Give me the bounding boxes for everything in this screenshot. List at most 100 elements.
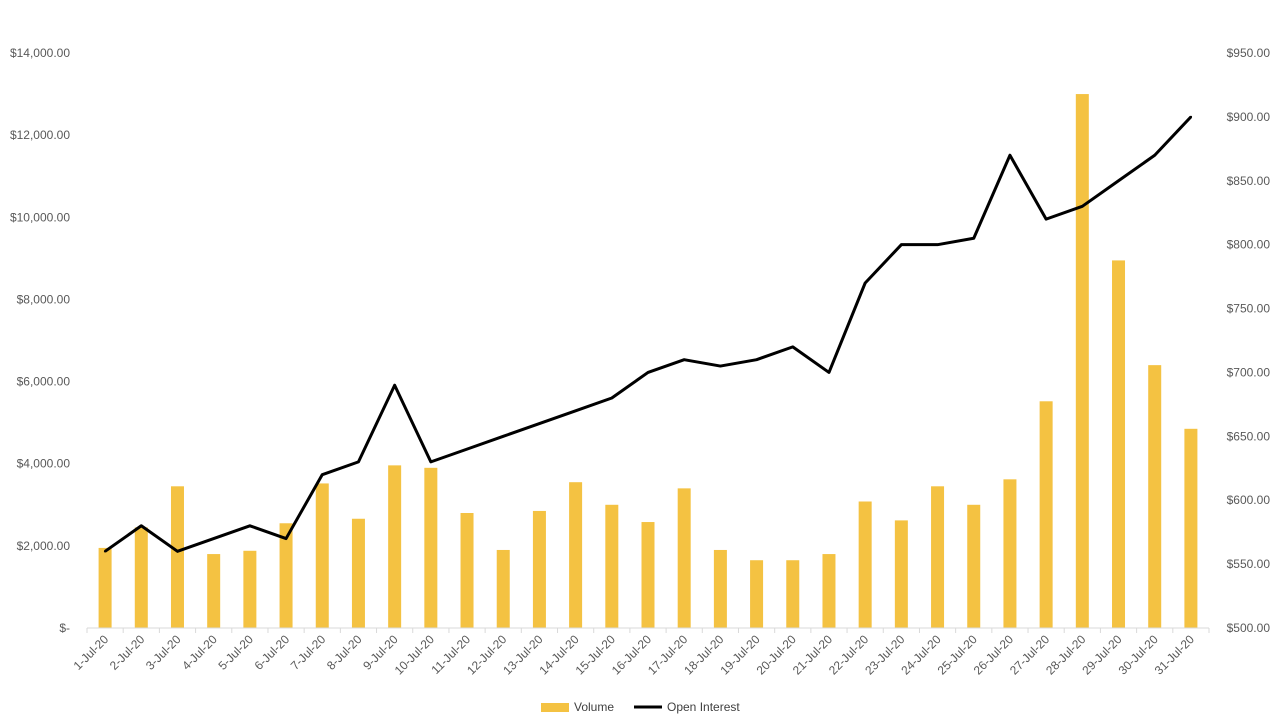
open-interest-point (719, 364, 722, 368)
left-axis-tick-label: $10,000.00 (10, 210, 70, 224)
legend-label-volume: Volume (574, 700, 614, 714)
open-interest-point (900, 243, 903, 246)
x-axis-tick-label: 3-Jul-20 (143, 632, 184, 673)
open-interest-point (502, 435, 505, 438)
volume-bar (1112, 260, 1126, 628)
open-interest-line-layer (103, 115, 1193, 553)
volume-bar (641, 522, 655, 628)
volume-bar (786, 560, 800, 628)
open-interest-point (465, 447, 469, 451)
open-interest-point (610, 396, 614, 400)
open-interest-point (103, 550, 107, 553)
right-axis-tick-label: $750.00 (1227, 302, 1271, 316)
open-interest-point (863, 281, 867, 285)
volume-bar (967, 504, 981, 628)
volume-bar (460, 513, 474, 628)
legend: Volume Open Interest (541, 700, 740, 714)
open-interest-point (393, 384, 396, 387)
open-interest-line (104, 115, 1192, 553)
axes (86, 627, 1210, 633)
x-axis-tick-label: 31-Jul-20 (1152, 632, 1198, 678)
open-interest-point (936, 243, 939, 246)
volume-bar (532, 510, 546, 628)
open-interest-point (284, 537, 288, 540)
open-interest-point (429, 460, 433, 464)
volume-bar (569, 482, 583, 628)
volume-bar (243, 550, 257, 628)
open-interest-point (1044, 217, 1048, 221)
right-axis-tick-label: $550.00 (1227, 557, 1271, 571)
volume-bars (98, 94, 1198, 629)
volume-bar (1003, 479, 1017, 628)
open-interest-point (646, 371, 650, 374)
x-axis-tick-label: 8-Jul-20 (324, 632, 365, 673)
volume-bar (894, 520, 908, 628)
open-interest-point (140, 524, 143, 527)
left-axis-tick-label: $6,000.00 (17, 375, 71, 389)
x-axis-ticks: 1-Jul-202-Jul-203-Jul-204-Jul-205-Jul-20… (71, 632, 1198, 678)
open-interest-point (1117, 179, 1120, 182)
right-axis-tick-label: $800.00 (1227, 238, 1271, 252)
right-axis-tick-label: $500.00 (1227, 621, 1271, 635)
open-interest-point (1153, 154, 1156, 157)
volume-bar (315, 483, 329, 628)
open-interest-point (1081, 205, 1084, 208)
open-interest-point (755, 358, 758, 361)
left-axis-tick-label: $12,000.00 (10, 128, 70, 142)
open-interest-point (574, 409, 577, 412)
right-axis-tick-label: $700.00 (1227, 365, 1271, 379)
x-axis-tick-label: 4-Jul-20 (179, 632, 220, 673)
left-axis-tick-label: $2,000.00 (17, 539, 71, 553)
x-axis-tick-label: 7-Jul-20 (288, 632, 329, 673)
left-axis-tick-label: $- (59, 621, 70, 635)
legend-label-open-interest: Open Interest (667, 700, 740, 714)
volume-bar (1148, 365, 1162, 628)
volume-bar (822, 554, 836, 628)
left-axis-tick-label: $14,000.00 (10, 46, 70, 60)
volume-bar (98, 547, 112, 628)
left-axis-ticks: $- $2,000.00 $4,000.00 $6,000.00 $8,000.00 $1… (10, 46, 70, 635)
legend-swatch-volume (541, 703, 569, 712)
open-interest-point (357, 460, 360, 464)
volume-bar (279, 523, 293, 628)
volume-bar (931, 486, 945, 628)
volume-bar (1039, 401, 1053, 628)
right-axis-tick-label: $850.00 (1227, 174, 1271, 188)
open-interest-point (321, 473, 324, 476)
volume-bar (1184, 428, 1198, 628)
left-axis-tick-label: $4,000.00 (17, 457, 71, 471)
volume-bar (424, 467, 438, 628)
volume-bar (677, 488, 691, 628)
x-axis-tick-label: 5-Jul-20 (215, 632, 256, 673)
open-interest-point (176, 550, 179, 553)
right-axis-ticks: $500.00 $550.00 $600.00 $650.00 $700.00 $750.… (1227, 46, 1271, 635)
volume-bar (207, 554, 221, 628)
open-interest-point (538, 422, 541, 425)
right-axis-tick-label: $650.00 (1227, 429, 1271, 443)
volume-bar (134, 527, 148, 629)
right-axis-tick-label: $600.00 (1227, 493, 1271, 507)
volume-bar (388, 465, 402, 628)
open-interest-point (972, 237, 975, 240)
volume-bar (605, 504, 619, 628)
open-interest-point (1008, 154, 1012, 157)
volume-bar (750, 560, 764, 628)
x-axis-tick-label: 6-Jul-20 (252, 632, 293, 673)
open-interest-point (1189, 115, 1193, 119)
open-interest-point (791, 345, 794, 349)
x-axis-tick-label: 2-Jul-20 (107, 632, 148, 673)
x-axis-tick-label: 1-Jul-20 (71, 632, 112, 673)
open-interest-point (827, 371, 831, 374)
right-axis-tick-label: $900.00 (1227, 110, 1271, 124)
left-axis-tick-label: $8,000.00 (17, 292, 71, 306)
x-axis-tick-label: 10-Jul-20 (392, 632, 438, 678)
open-interest-point (682, 358, 686, 361)
volume-bar (496, 549, 510, 628)
open-interest-point (212, 537, 215, 540)
open-interest-point (248, 524, 252, 527)
volume-bar (858, 501, 872, 628)
volume-bar (713, 549, 727, 628)
volume-bar (1075, 94, 1089, 628)
volume-bar (351, 518, 365, 628)
